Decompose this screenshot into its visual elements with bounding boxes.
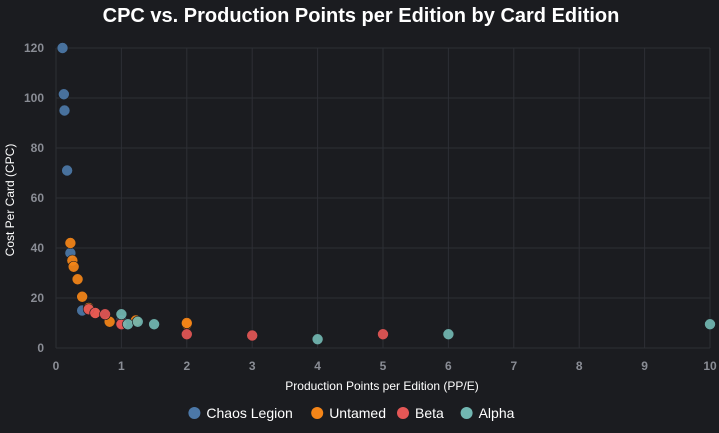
x-tick-label: 0 [53,359,60,373]
data-point[interactable] [99,308,111,321]
data-point[interactable] [115,308,128,321]
data-point[interactable] [71,273,84,286]
legend-marker [311,407,324,419]
y-tick-label: 0 [37,341,44,355]
legend-item-beta[interactable]: Beta [397,405,444,421]
data-point[interactable] [58,104,71,117]
legend-label: Chaos Legion [206,405,292,421]
y-tick-label: 20 [31,291,45,305]
legend-marker [188,407,201,419]
legend-item-untamed[interactable]: Untamed [311,405,386,421]
x-axis-label: Production Points per Edition (PP/E) [285,379,478,393]
data-point[interactable] [56,42,69,54]
data-point[interactable] [122,318,134,331]
data-point[interactable] [181,317,193,329]
x-tick-label: 5 [380,359,387,373]
legend-item-alpha[interactable]: Alpha [460,405,515,421]
x-tick-label: 2 [183,359,190,373]
x-tick-label: 6 [445,359,452,373]
legend-label: Untamed [329,405,386,421]
x-tick-label: 1 [118,359,125,373]
data-point[interactable] [89,307,102,319]
data-point[interactable] [442,328,455,341]
chart-title: CPC vs. Production Points per Edition by… [103,5,620,27]
legend-label: Alpha [479,405,515,421]
x-tick-label: 10 [703,359,717,373]
data-point[interactable] [67,260,80,273]
data-point[interactable] [148,318,160,331]
x-tick-label: 3 [249,359,256,373]
x-tick-label: 7 [510,359,517,373]
y-tick-label: 120 [24,41,44,55]
data-point[interactable] [377,328,389,341]
data-point[interactable] [131,315,144,328]
data-point[interactable] [76,290,88,303]
data-point[interactable] [311,333,324,346]
legend-marker [460,407,473,419]
y-tick-label: 80 [31,141,45,155]
y-tick-label: 100 [24,91,44,105]
data-point[interactable] [64,237,77,249]
grid-lines [55,47,711,349]
legend-item-chaos-legion[interactable]: Chaos Legion [188,405,293,421]
data-point[interactable] [704,318,716,331]
x-tick-label: 9 [641,359,648,373]
x-tick-label: 8 [576,359,583,373]
y-axis-label: Cost Per Card (CPC) [3,144,17,257]
data-point[interactable] [246,329,258,342]
y-tick-label: 40 [31,241,45,255]
data-point[interactable] [61,164,73,177]
legend-marker [397,407,409,419]
y-tick-label: 60 [31,191,45,205]
series-chaos-legion [56,42,128,327]
legend-label: Beta [415,405,444,421]
data-point[interactable] [181,328,193,341]
legend[interactable]: Chaos Legion Untamed Beta Alpha [188,405,515,421]
x-tick-label: 4 [314,359,321,373]
data-points [56,42,716,346]
series-alpha [115,308,716,346]
x-axis-ticks: 0 1 2 3 4 5 6 7 8 9 10 [53,359,717,373]
data-point[interactable] [58,88,70,101]
y-axis-ticks: 0 20 40 60 80 100 120 [24,41,44,355]
